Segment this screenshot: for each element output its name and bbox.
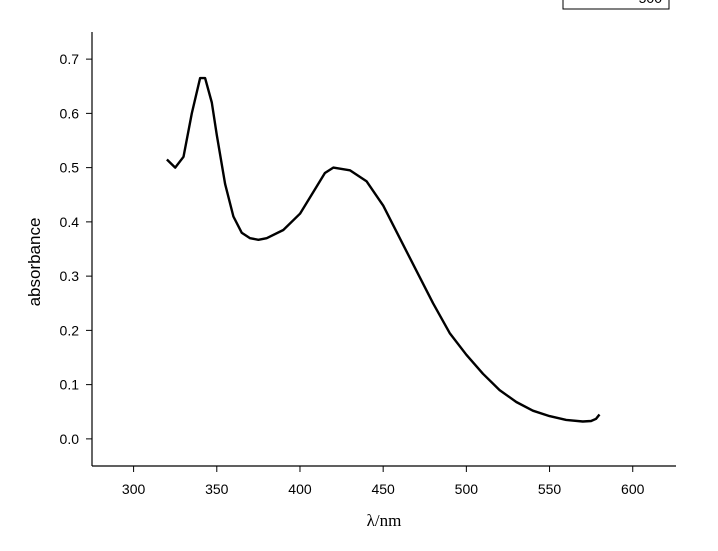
- line: [166, 76, 601, 423]
- y-tick-label: 0.1: [60, 377, 80, 393]
- legend-label: 500: [639, 0, 663, 6]
- y-tick-label: 0.0: [60, 431, 80, 447]
- y-tick-label: 0.2: [60, 322, 80, 338]
- x-tick-label: 550: [538, 481, 562, 497]
- y-axis-label: absorbance: [25, 218, 44, 307]
- x-tick-label: 600: [621, 481, 645, 497]
- y-tick-label: 0.7: [60, 51, 80, 67]
- legend-box: [562, 0, 670, 10]
- x-tick-label: 300: [122, 481, 146, 497]
- x-tick-label: 450: [371, 481, 395, 497]
- y-tick-label: 0.6: [60, 105, 80, 121]
- y-tick-label: 0.3: [60, 268, 80, 284]
- x-axis-label: λ/nm: [367, 511, 402, 530]
- x-tick-label: 500: [455, 481, 479, 497]
- y-tick-label: 0.5: [60, 160, 80, 176]
- y-tick-label: 0.4: [60, 214, 80, 230]
- x-tick-label: 350: [205, 481, 229, 497]
- x-tick-label: 400: [288, 481, 312, 497]
